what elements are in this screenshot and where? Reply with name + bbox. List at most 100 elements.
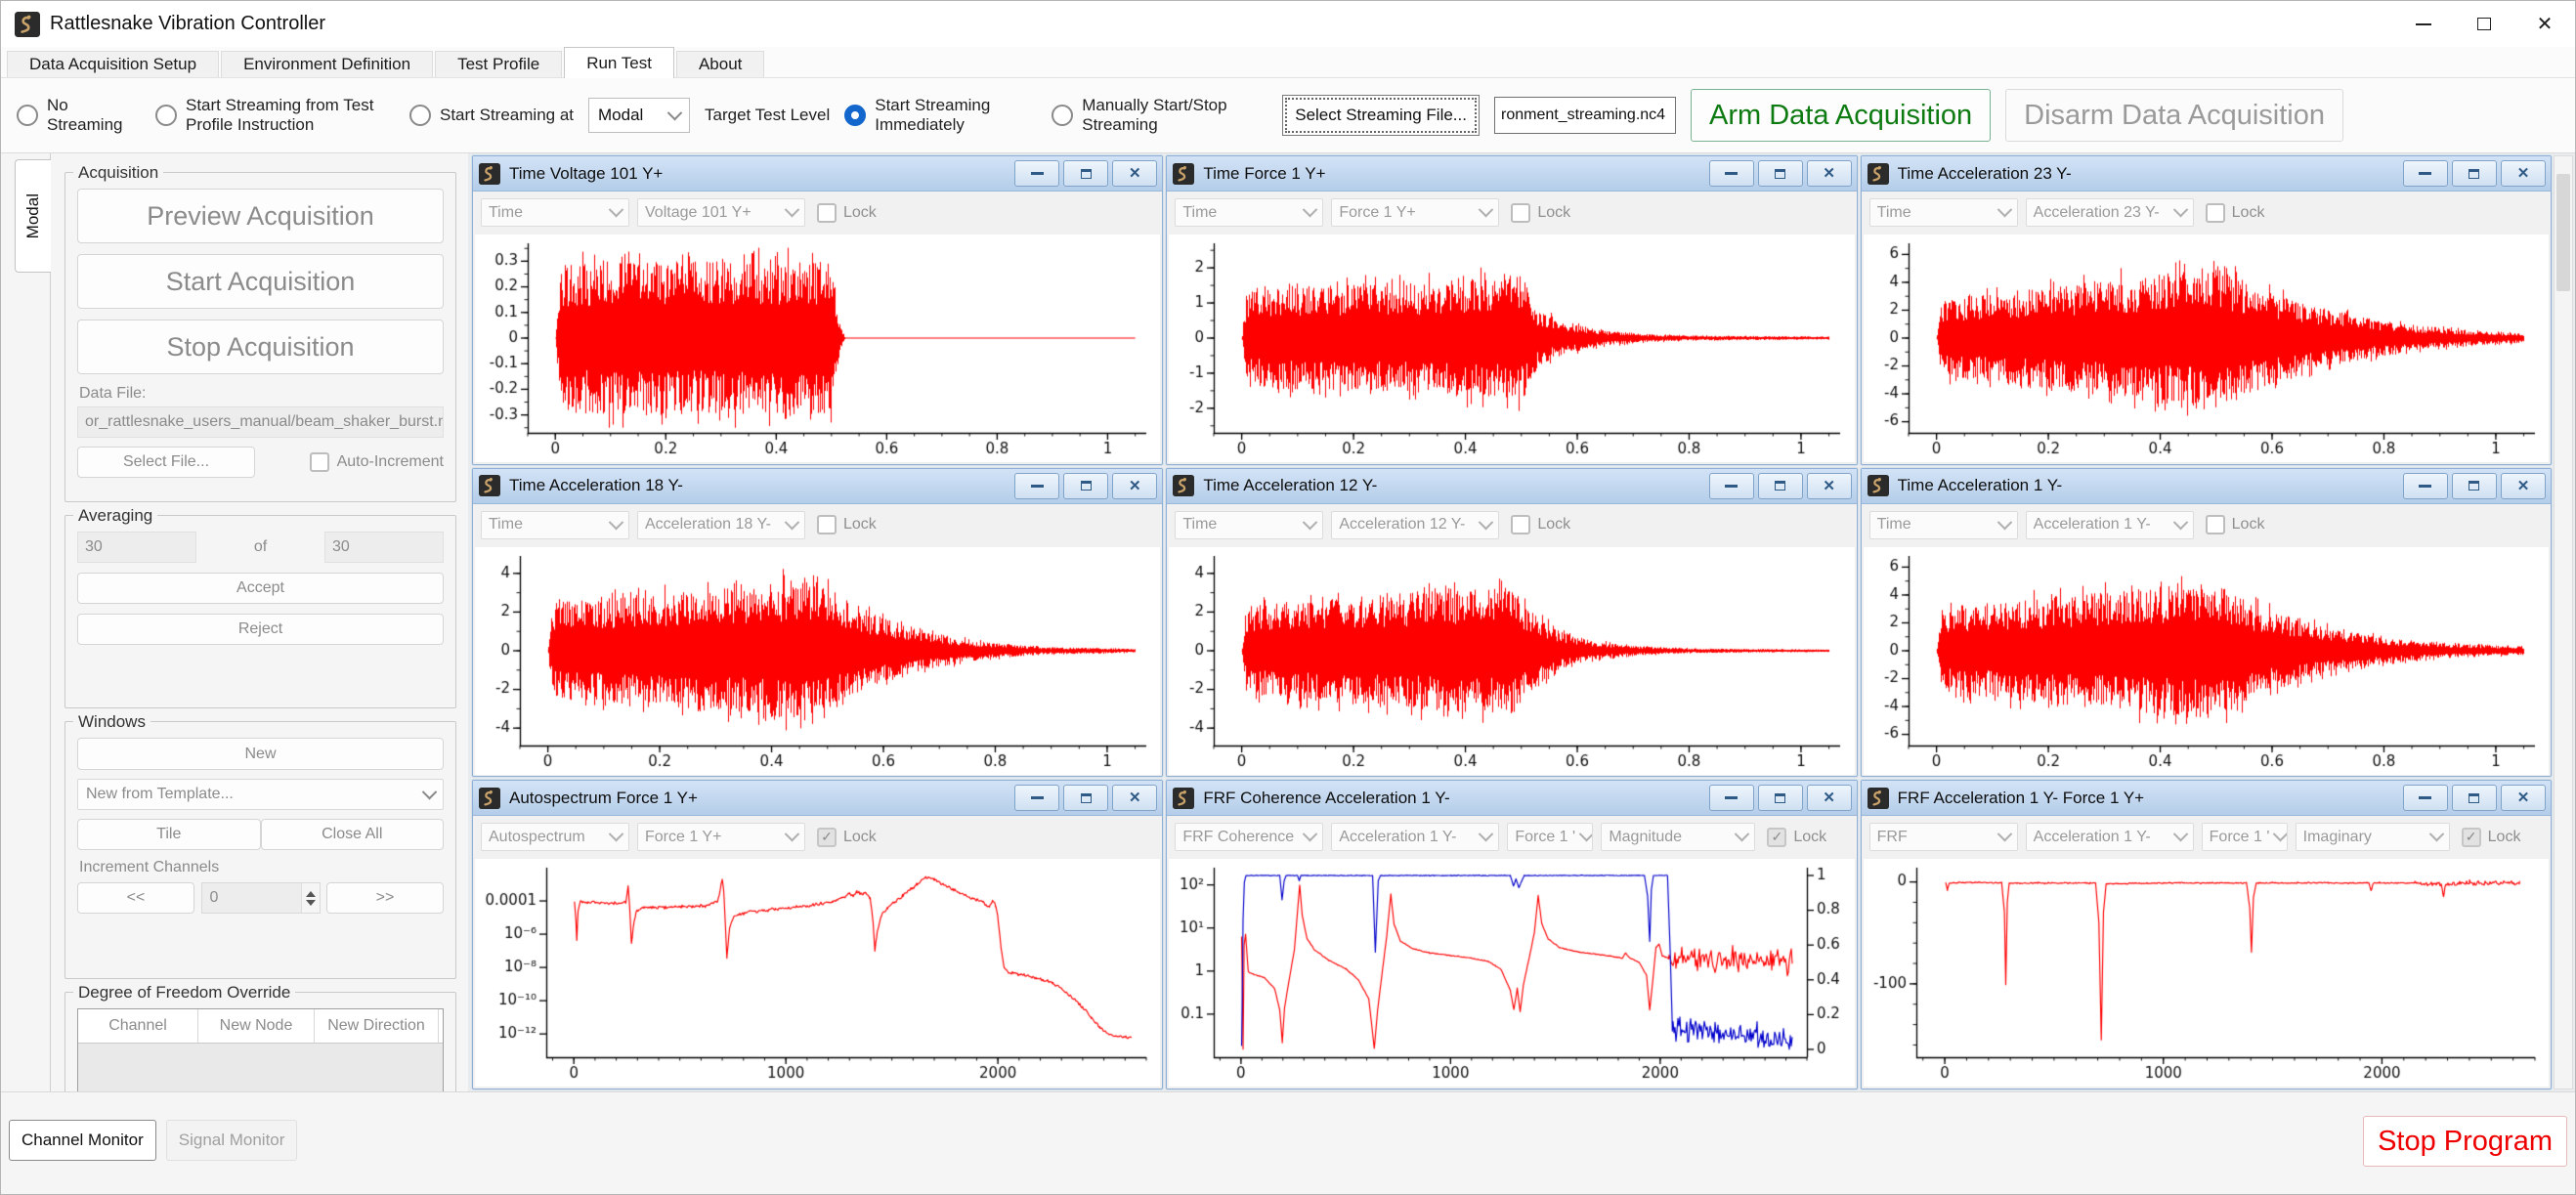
radio-no-streaming[interactable]: No Streaming [17,96,141,134]
plot-combobox[interactable]: Acceleration 1 Y- [2025,823,2194,852]
stop-acquisition-button[interactable]: Stop Acquisition [77,320,444,374]
accept-button[interactable]: Accept [77,573,444,604]
mdi-vertical-scrollbar[interactable] [2554,155,2573,1089]
lock-checkbox-row[interactable]: Lock [817,202,877,223]
restore-button[interactable] [1063,472,1109,499]
minimize-button[interactable] [1708,785,1754,812]
plot-combobox[interactable]: Force 1 ' [2201,823,2288,852]
restore-button[interactable] [2451,160,2497,187]
reject-button[interactable]: Reject [77,614,444,645]
lock-checkbox[interactable] [1511,515,1531,535]
close-button[interactable]: ✕ [2500,160,2546,187]
lock-checkbox-row[interactable]: Lock [817,515,877,535]
close-button[interactable]: ✕ [1806,160,1852,187]
plot-combobox[interactable]: Acceleration 18 Y- [637,510,805,539]
mdi-window-titlebar[interactable]: FRF Coherence Acceleration 1 Y- ✕ [1167,781,1857,817]
plot-combobox[interactable]: Time [1868,198,2018,227]
tab-data-acquisition-setup[interactable]: Data Acquisition Setup [7,51,220,77]
mdi-window-titlebar[interactable]: Time Voltage 101 Y+ ✕ [473,156,1163,192]
tab-about[interactable]: About [675,51,765,77]
decrement-channels-button[interactable]: << [77,882,194,914]
close-button[interactable]: ✕ [1806,472,1852,499]
plot-combobox[interactable]: Force 1 Y+ [637,823,805,852]
mdi-window-titlebar[interactable]: Time Acceleration 1 Y- ✕ [1861,468,2551,504]
restore-button[interactable] [2451,785,2497,812]
minimize-button[interactable] [1708,472,1754,499]
maximize-button[interactable] [2454,1,2514,47]
mdi-window-titlebar[interactable]: Autospectrum Force 1 Y+ ✕ [473,781,1163,817]
close-button[interactable]: ✕ [1112,472,1158,499]
lock-checkbox-row[interactable]: Lock [1511,515,1570,535]
plot-combobox[interactable]: Time [1175,510,1324,539]
plot-combobox[interactable]: Acceleration 23 Y- [2025,198,2194,227]
lock-checkbox-row[interactable]: Lock [2205,202,2264,223]
stop-program-button[interactable]: Stop Program [2363,1116,2567,1167]
data-file-path-field[interactable]: or_rattlesnake_users_manual/beam_shaker_… [77,406,444,438]
frames-total-field[interactable]: 30 [324,532,444,563]
mdi-window-titlebar[interactable]: Time Acceleration 18 Y- ✕ [473,468,1163,504]
lock-checkbox[interactable]: ✓ [1767,827,1787,847]
lock-checkbox[interactable] [1511,202,1531,223]
tab-run-test[interactable]: Run Test [564,47,674,78]
plot-combobox[interactable]: FRF [1868,823,2018,852]
restore-button[interactable] [1063,785,1109,812]
minimize-button[interactable] [2402,160,2448,187]
minimize-button[interactable] [1014,785,1060,812]
minimize-button[interactable] [1014,472,1060,499]
tab-environment-definition[interactable]: Environment Definition [221,51,434,77]
close-button[interactable]: ✕ [1112,160,1158,187]
minimize-button[interactable] [2393,1,2454,47]
plot-combobox[interactable]: Time [1868,510,2018,539]
scrollbar-thumb[interactable] [2556,174,2570,291]
restore-button[interactable] [1757,785,1803,812]
minimize-button[interactable] [1708,160,1754,187]
mdi-window-titlebar[interactable]: Time Acceleration 12 Y- ✕ [1167,468,1857,504]
plot-combobox[interactable]: Voltage 101 Y+ [637,198,805,227]
plot-combobox[interactable]: Magnitude [1601,823,1756,852]
new-window-button[interactable]: New [77,738,444,770]
plot-combobox[interactable]: Time [1175,198,1324,227]
restore-button[interactable] [2451,472,2497,499]
mdi-window-titlebar[interactable]: Time Force 1 Y+ ✕ [1167,156,1857,192]
close-button[interactable]: ✕ [2500,785,2546,812]
lock-checkbox-row[interactable]: Lock [1511,202,1570,223]
plot-combobox[interactable]: Imaginary [2295,823,2450,852]
test-level-combobox[interactable]: Modal [588,98,691,133]
auto-increment-checkbox-row[interactable]: Auto-Increment [309,452,444,472]
increment-channels-button[interactable]: >> [326,882,444,914]
preview-acquisition-button[interactable]: Preview Acquisition [77,189,444,243]
new-from-template-combobox[interactable]: New from Template... [77,779,444,810]
restore-button[interactable] [1063,160,1109,187]
tab-modal-environment[interactable]: Modal [15,159,51,273]
lock-checkbox-row[interactable]: ✓ Lock [2461,827,2520,847]
minimize-button[interactable] [1014,160,1060,187]
close-button[interactable]: ✕ [2500,472,2546,499]
plot-combobox[interactable]: Acceleration 1 Y- [2025,510,2194,539]
plot-combobox[interactable]: Time [481,510,629,539]
lock-checkbox[interactable] [817,515,837,535]
close-button[interactable]: ✕ [1806,785,1852,812]
auto-increment-checkbox[interactable] [309,452,329,472]
radio-start-streaming-from-profile[interactable]: Start Streaming from Test Profile Instru… [155,96,395,134]
plot-combobox[interactable]: FRF Coherence [1175,823,1324,852]
radio-start-streaming-immediately[interactable]: Start Streaming Immediately [844,96,1037,134]
radio-start-streaming-at[interactable]: Start Streaming at [409,105,574,126]
channel-monitor-button[interactable]: Channel Monitor [9,1120,156,1161]
restore-button[interactable] [1757,472,1803,499]
lock-checkbox-row[interactable]: ✓ Lock [1767,827,1826,847]
plot-combobox[interactable]: Time [481,198,629,227]
close-all-button[interactable]: Close All [260,819,444,850]
plot-combobox[interactable]: Force 1 Y+ [1331,198,1500,227]
signal-monitor-button[interactable]: Signal Monitor [165,1120,298,1161]
tile-button[interactable]: Tile [77,819,261,850]
frames-current-field[interactable]: 30 [77,532,196,563]
lock-checkbox-row[interactable]: ✓ Lock [817,827,877,847]
plot-combobox[interactable]: Force 1 ' [1507,823,1594,852]
lock-checkbox[interactable] [817,202,837,223]
arm-data-acquisition-button[interactable]: Arm Data Acquisition [1690,89,1992,142]
mdi-window-titlebar[interactable]: Time Acceleration 23 Y- ✕ [1861,156,2551,192]
lock-checkbox[interactable] [2205,515,2225,535]
channel-increment-stepper[interactable]: 0 [200,882,321,914]
plot-combobox[interactable]: Acceleration 12 Y- [1331,510,1500,539]
title-bar[interactable]: Rattlesnake Vibration Controller ✕ [1,1,2575,47]
